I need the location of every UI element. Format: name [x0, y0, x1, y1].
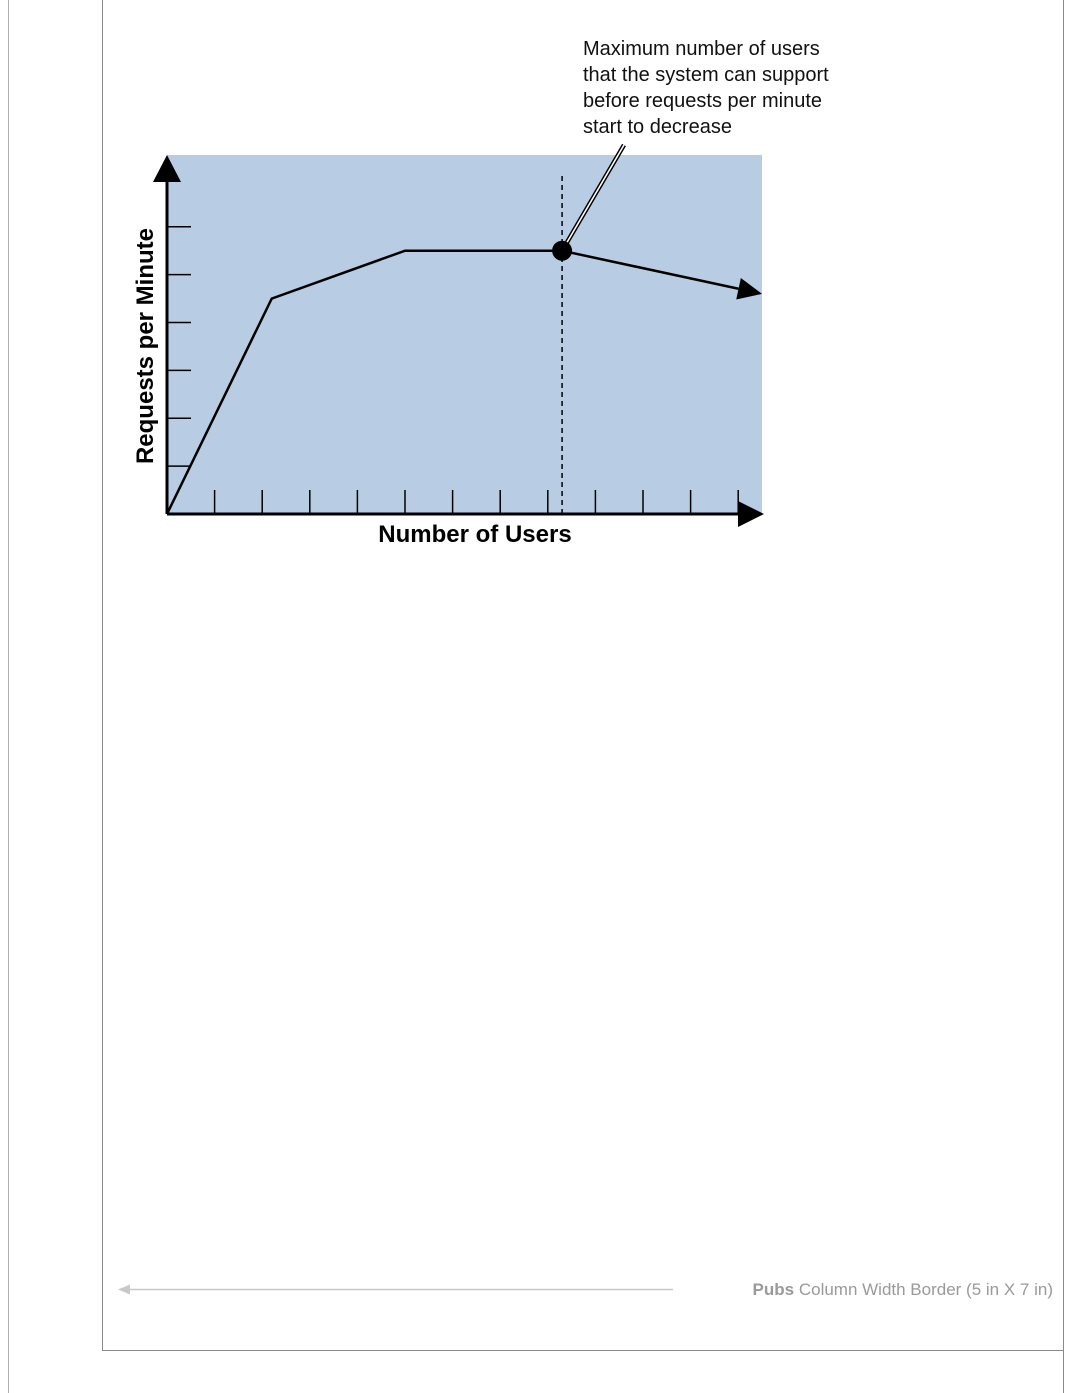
footer-brand: Pubs: [753, 1280, 795, 1299]
series-arrowhead: [736, 278, 762, 300]
x-axis-arrowhead: [738, 501, 764, 527]
annotation-line-3: before requests per minute: [583, 90, 822, 112]
annotation-leader-line: [561, 144, 625, 252]
column-width-border-label: Pubs Column Width Border (5 in X 7 in): [753, 1280, 1053, 1299]
annotation-line-2: that the system can support: [583, 64, 829, 86]
plot-background: [167, 155, 762, 514]
axis-ticks: [167, 226, 739, 514]
footer-description: Column Width Border (5 in X 7 in): [794, 1280, 1053, 1299]
data-layer: [165, 143, 762, 515]
series-line: [165, 249, 739, 515]
y-axis-arrowhead: [153, 155, 181, 182]
annotation-line-1: Maximum number of users: [583, 38, 820, 60]
y-axis-label: Requests per Minute: [132, 228, 159, 464]
annotation-line-4: start to decrease: [583, 116, 732, 138]
x-axis-label: Number of Users: [378, 521, 571, 548]
max-users-marker: [552, 240, 573, 261]
